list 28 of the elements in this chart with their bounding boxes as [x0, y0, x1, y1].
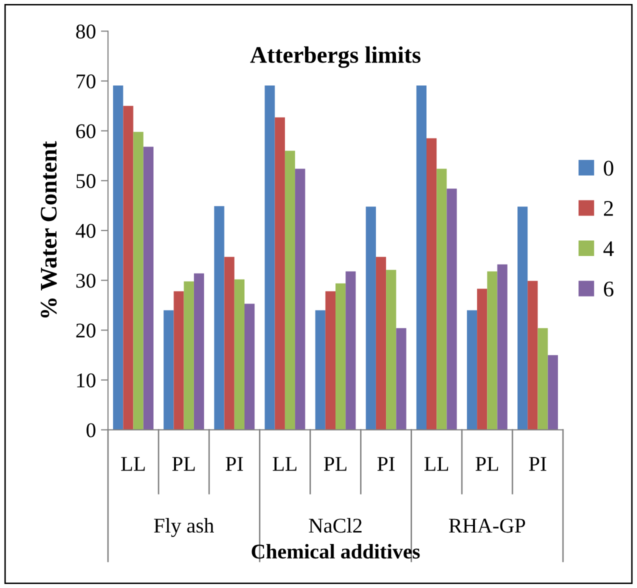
legend-label: 6	[604, 282, 614, 297]
x-tick-label: LL	[424, 457, 448, 471]
legend-label: 2	[604, 201, 613, 216]
y-tick-label: 50	[76, 174, 96, 188]
x-tick-label: LL	[121, 457, 145, 471]
legend-label: 0	[604, 160, 614, 176]
x-tick-label: PL	[476, 457, 498, 471]
text: Atterbergs limits	[250, 46, 420, 68]
y-tick-label: 30	[76, 274, 96, 288]
text: Fly ash	[154, 518, 214, 537]
y-tick-label: 70	[76, 74, 96, 88]
y-tick-label: 80	[76, 24, 96, 39]
x-tick-label: LL	[272, 457, 296, 471]
x-tick-label: PL	[172, 457, 195, 471]
x-tick-label: PI	[529, 457, 546, 471]
y-axis-title: % Water Content	[40, 141, 57, 318]
y-tick-label: 60	[76, 124, 96, 138]
y-tick-label: 20	[76, 324, 96, 338]
y-tick-label: 40	[76, 224, 96, 238]
y-tick-label: 10	[77, 373, 96, 388]
x-tick-label: PL	[324, 457, 346, 471]
x-tick-label: PI	[377, 457, 395, 471]
x-axis-title: Chemical additives	[252, 544, 420, 559]
x-tick-label: PI	[226, 457, 243, 471]
text: RHA-GP	[448, 518, 526, 533]
y-tick-label: 0	[86, 423, 96, 438]
legend-label: 4	[603, 241, 614, 256]
text: NaCl2	[308, 518, 362, 533]
